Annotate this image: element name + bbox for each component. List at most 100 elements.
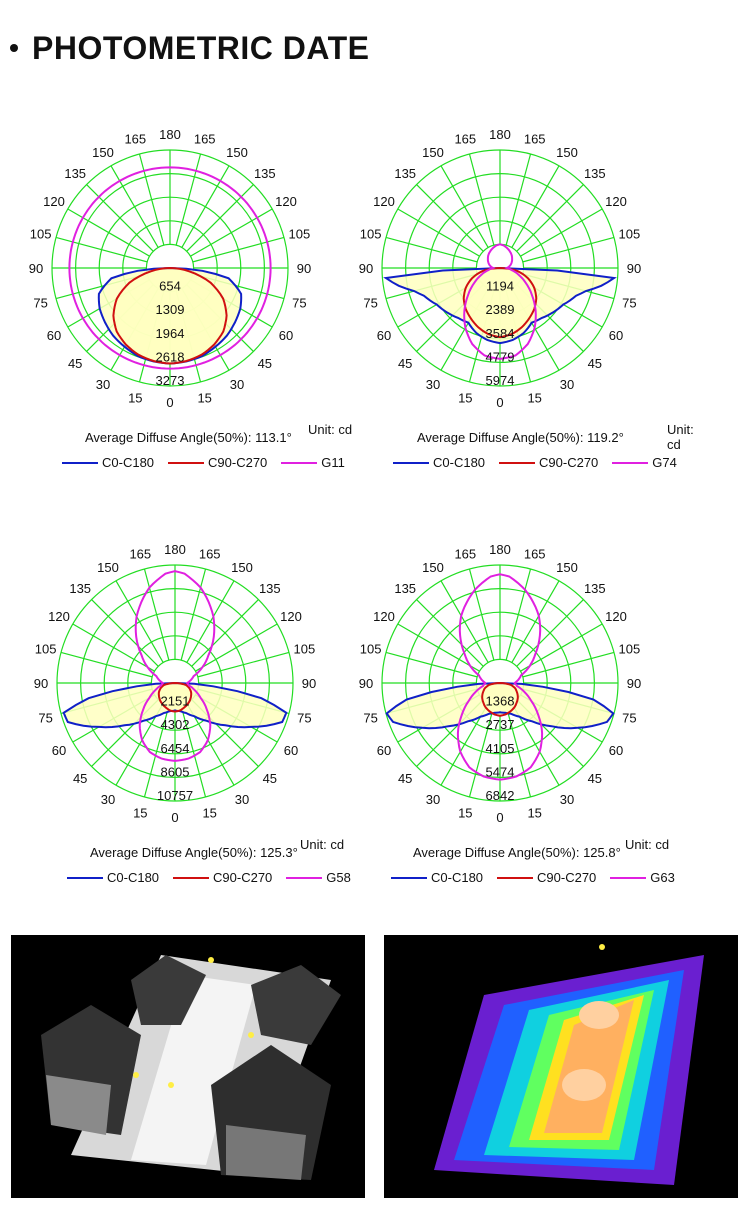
angle-label: 30: [426, 792, 440, 807]
grid-spoke: [143, 568, 170, 661]
polar-plot-g11: 654 1309 1964 2618 3273 0 15 30 45 60 75 90 105 120 13…: [29, 127, 311, 410]
grid-spoke: [511, 165, 560, 248]
grid-spoke: [55, 236, 148, 263]
angle-label: 120: [48, 609, 70, 624]
ring-label: 2737: [486, 717, 515, 732]
angle-label: 30: [560, 377, 574, 392]
legend-item-c90: C90-C270: [497, 870, 596, 885]
angle-label: 120: [605, 194, 627, 209]
grid-spoke: [505, 153, 532, 246]
angle-label: 75: [363, 711, 377, 726]
series-line-g: [463, 243, 537, 360]
grid-spoke: [397, 208, 480, 257]
grid-spoke: [175, 153, 202, 246]
angle-label: 15: [458, 390, 472, 405]
angle-label: 60: [609, 328, 623, 343]
page-title-text: PHOTOMETRIC DATE: [32, 30, 370, 66]
legend-item-c90: C90-C270: [173, 870, 272, 885]
angle-label: 150: [556, 560, 578, 575]
angle-label: 135: [64, 166, 86, 181]
legend: C0-C180 C90-C270 G11: [62, 455, 359, 470]
grid-spoke: [520, 623, 603, 672]
angle-label: 165: [124, 132, 146, 147]
angle-label: 105: [619, 641, 641, 656]
angle-label: 105: [289, 226, 311, 241]
grid-spoke: [72, 623, 155, 672]
bullet-dot: [10, 43, 18, 52]
unit-label: Unit: cd: [308, 422, 353, 437]
angle-label: 90: [359, 261, 373, 276]
grid-spoke: [468, 568, 495, 661]
legend-item-g: G74: [612, 455, 677, 470]
polar-chart-g74: 1194 2389 3584 4779 5974 0 15 30 45 60 75 90 105 120 1…: [359, 110, 705, 480]
grid-spoke: [440, 580, 489, 663]
series-line-c90: [112, 266, 228, 365]
angle-label: 150: [97, 560, 119, 575]
angle-label: 45: [588, 356, 602, 371]
angle-label: 150: [92, 145, 114, 160]
legend: C0-C180 C90-C270 G74: [393, 455, 691, 470]
angle-label: 30: [235, 792, 249, 807]
series-fill-c90: [113, 268, 227, 364]
diffuse-angle-text: Average Diffuse Angle(50%): 113.1°: [85, 430, 292, 445]
angle-label: 90: [297, 261, 311, 276]
angle-label: 180: [489, 542, 511, 557]
angle-label: 165: [454, 547, 476, 562]
angle-label: 165: [524, 547, 546, 562]
angle-label: 165: [524, 132, 546, 147]
angle-label: 30: [426, 377, 440, 392]
series-line-g: [456, 573, 544, 781]
grid-spoke: [416, 599, 484, 667]
angle-label: 45: [398, 771, 412, 786]
angle-label: 135: [394, 166, 416, 181]
angle-label: 30: [101, 792, 115, 807]
grid-spoke: [511, 580, 560, 663]
legend-item-g: G58: [286, 870, 351, 885]
grid-spoke: [60, 651, 153, 678]
angle-label: 0: [171, 810, 178, 825]
unit-label: Unit: cd: [625, 837, 670, 852]
grid-spoke: [397, 623, 480, 672]
grid-spoke: [197, 651, 290, 678]
angle-label: 165: [129, 547, 151, 562]
diffuse-angle-text: Average Diffuse Angle(50%): 125.3°: [90, 845, 298, 860]
unit-label: Unit: cd: [667, 422, 694, 452]
grid-spoke: [416, 184, 484, 252]
angle-label: 0: [496, 395, 503, 410]
grid-spoke: [67, 208, 150, 257]
angle-label: 60: [609, 743, 623, 758]
angle-label: 90: [29, 261, 43, 276]
ring-label: 6454: [161, 741, 190, 756]
angle-label: 75: [33, 296, 47, 311]
grid-spoke: [468, 705, 495, 798]
ring-label: 4302: [161, 717, 190, 732]
angle-label: 30: [230, 377, 244, 392]
grid-spoke: [440, 165, 489, 248]
angle-label: 60: [47, 328, 61, 343]
series-fill-c90: [158, 683, 192, 712]
ring-label: 1964: [156, 326, 185, 341]
grid-spoke: [522, 651, 615, 678]
angle-label: 30: [96, 377, 110, 392]
angle-label: 75: [363, 296, 377, 311]
angle-label: 120: [275, 194, 297, 209]
angle-label: 120: [43, 194, 65, 209]
ring-label: 4105: [486, 741, 515, 756]
angle-label: 75: [38, 711, 52, 726]
angle-label: 15: [133, 805, 147, 820]
ring-label: 654: [159, 279, 181, 294]
angle-label: 0: [496, 810, 503, 825]
ring-label: 1309: [156, 302, 185, 317]
grid-spoke: [86, 184, 154, 252]
legend-item-c0: C0-C180: [67, 870, 159, 885]
angle-label: 165: [199, 547, 221, 562]
ring-label: 1368: [486, 694, 515, 709]
angle-label: 150: [226, 145, 248, 160]
angle-label: 15: [527, 390, 541, 405]
grid-spoke: [181, 165, 230, 248]
angle-label: 15: [202, 805, 216, 820]
angle-label: 135: [254, 166, 276, 181]
legend-item-g: G11: [281, 455, 345, 470]
polar-chart-g58: 2151 4302 6454 8605 10757 0 15 30 45 60 75 90 105 120…: [34, 525, 380, 895]
angle-label: 135: [259, 581, 281, 596]
